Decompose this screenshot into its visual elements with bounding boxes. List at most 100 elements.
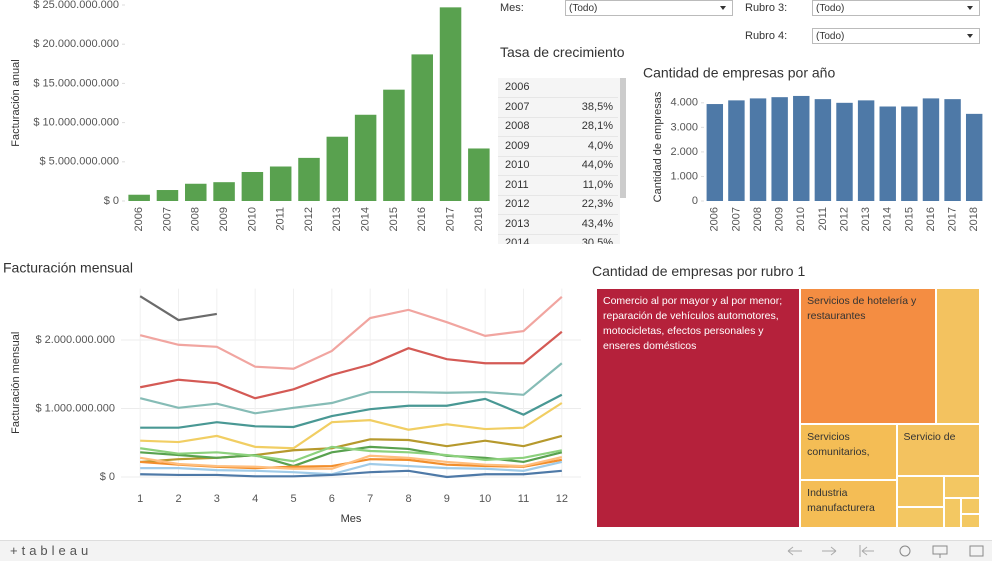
line-series	[140, 393, 563, 429]
treemap-cell	[944, 498, 962, 528]
line-series	[140, 460, 563, 476]
y-tick-label: $ 10.000.000.000	[33, 117, 119, 129]
x-tick-label: 2015	[903, 207, 915, 231]
bar-chart: Cantidad de empresas por año 0 1.000 2.000 3…	[643, 65, 983, 231]
treemap-label: Industria manufacturera	[807, 487, 875, 515]
x-tick-label: 2009	[774, 207, 786, 231]
line-series	[139, 330, 563, 400]
filter-dropdown[interactable]: (Todo)	[565, 0, 733, 16]
y-tick-label: $ 25.000.000.000	[33, 0, 119, 11]
table-cell: 2008	[505, 120, 530, 132]
treemap-cell: Servicios de hotelería y restaurantes	[800, 288, 936, 425]
table-cell: 2010	[505, 159, 530, 171]
line-series	[139, 454, 563, 470]
x-tick-label: 2014	[882, 207, 894, 231]
footer-bar	[0, 540, 992, 561]
treemap-label: Servicios de hotelería y restaurantes	[807, 295, 917, 322]
table-row: 2010 44,0%	[498, 156, 618, 176]
filter-dropdown[interactable]: (Todo)	[812, 0, 980, 16]
x-tick-label: 1	[137, 493, 143, 505]
y-axis-label: Facturación anual	[10, 59, 22, 146]
treemap-cell	[896, 507, 945, 528]
x-tick-label: 7	[367, 493, 373, 505]
table-cell: 2011	[505, 178, 529, 191]
table-cell: 44,0%	[581, 159, 613, 171]
y-tick-label: $ 0	[100, 471, 115, 483]
bar	[836, 102, 853, 201]
x-tick-label: 2010	[795, 207, 807, 231]
treemap-cell: Servicios comunitarios,	[800, 424, 897, 481]
bar	[901, 106, 918, 201]
line-series	[140, 402, 563, 450]
filter-label: Rubro 3:	[745, 2, 788, 14]
line-series	[140, 445, 563, 463]
x-tick-label: 8	[405, 493, 411, 505]
treemap-cell	[944, 475, 980, 499]
table-title: Tasa de crecimiento	[500, 44, 625, 60]
x-axis-label: Mes	[341, 513, 362, 525]
table-row: 2012 22,3%	[498, 195, 618, 215]
bar	[326, 136, 349, 201]
x-tick-label: 2014	[360, 207, 372, 231]
treemap-cell	[935, 288, 980, 425]
x-tick-label: 2006	[133, 207, 145, 231]
table-cell: 4,0%	[587, 139, 613, 152]
bar	[944, 99, 961, 201]
bar	[706, 104, 724, 201]
table-row: 2006	[498, 78, 618, 98]
x-tick-label: 2012	[303, 207, 315, 231]
bar	[213, 182, 235, 201]
chart-title: Cantidad de empresas por rubro 1	[592, 263, 806, 279]
x-tick-label: 2017	[946, 207, 958, 231]
table-cell: 22,3%	[581, 198, 613, 210]
x-tick-label: 2018	[968, 207, 980, 231]
line-series	[140, 469, 562, 479]
treemap-chart: Cantidad de empresas por rubro 1 Comercio…	[592, 262, 984, 532]
y-tick-label: 4.000	[670, 97, 698, 109]
bar	[771, 97, 788, 201]
bar	[922, 98, 940, 201]
y-tick-label: $ 2.000.000.000	[35, 334, 115, 346]
table-cell: 11,0%	[582, 178, 613, 191]
y-axis-label: Cantidad de empresas	[652, 91, 664, 202]
table-row: 2007 38,5%	[498, 98, 618, 118]
x-tick-label: 2009	[218, 207, 230, 231]
y-tick-label: 0	[692, 195, 698, 207]
line-series	[139, 362, 563, 415]
y-axis-label: Facturación mensual	[10, 332, 22, 434]
bar	[793, 95, 810, 201]
bar	[749, 98, 767, 201]
x-tick-label: 2013	[331, 207, 343, 231]
x-tick-label: 11	[518, 493, 529, 505]
x-tick-label: 2015	[388, 207, 400, 231]
x-tick-label: 2011	[275, 207, 287, 231]
x-tick-label: 2007	[730, 207, 742, 231]
table-cell: 2009	[505, 139, 530, 152]
table-row: 2009 4,0%	[498, 137, 618, 157]
table-cell: 38,5%	[581, 100, 613, 113]
treemap-label: Servicio de	[903, 431, 956, 444]
bar	[354, 114, 377, 201]
table-row: 2008 28,1%	[498, 117, 618, 137]
bar	[241, 171, 264, 201]
filter-dropdown[interactable]: (Todo)	[812, 28, 980, 44]
x-tick-label: 10	[479, 493, 491, 505]
toolbar-icons[interactable]	[780, 542, 990, 560]
line-chart: Facturación mensual $ 0 $ 1.000.000.000 $ 2…	[3, 260, 581, 525]
x-tick-label: 2006	[709, 207, 721, 231]
table-cell: 2007	[505, 100, 530, 113]
treemap-cell	[961, 514, 980, 528]
bar	[269, 166, 292, 201]
scrollbar[interactable]	[620, 78, 626, 198]
bar	[383, 89, 405, 201]
x-tick-label: 2018	[473, 207, 485, 231]
treemap-cell: Industria manufacturera	[800, 480, 897, 528]
x-tick-label: 2011	[817, 207, 829, 231]
line-series	[140, 458, 563, 470]
bar	[128, 194, 150, 201]
x-tick-label: 3	[214, 493, 220, 505]
bar-chart: $ 0 $ 5.000.000.000 $ 10.000.000.000 $ 15.0…	[10, 0, 490, 231]
table-cell: 43,4%	[581, 217, 613, 230]
x-tick-label: 2010	[246, 207, 258, 231]
treemap-label: Comercio al por mayor y al por menor; re…	[603, 295, 783, 352]
